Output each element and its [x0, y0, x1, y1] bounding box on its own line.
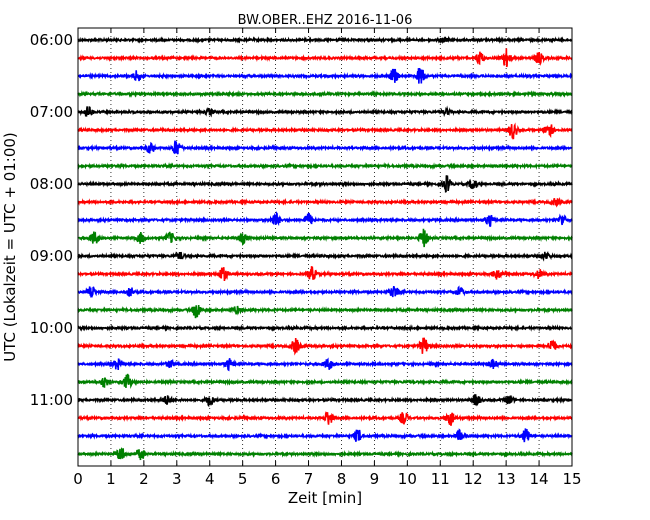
trace-line [77, 122, 573, 140]
x-tick-label: 12 [464, 470, 483, 488]
y-tick-label: 08:00 [30, 175, 73, 193]
y-tick-label: 10:00 [30, 319, 73, 337]
y-axis-label: UTC (Lokalzeit = UTC + 01:00) [1, 132, 19, 362]
x-tick-label: 9 [370, 470, 380, 488]
chart-title: BW.OBER..EHZ 2016-11-06 [238, 13, 413, 28]
x-tick-label: 2 [139, 470, 149, 488]
x-axis-label: Zeit [min] [288, 489, 362, 507]
trace-line [77, 285, 573, 299]
trace-line [77, 228, 573, 248]
trace-line [77, 428, 573, 443]
x-ticks: 0 1 2 3 4 5 6 7 8 9 10 11 12 13 14 15 [73, 28, 582, 488]
x-tick-label: 4 [205, 470, 215, 488]
trace-line [77, 105, 573, 118]
x-tick-label: 6 [271, 470, 281, 488]
trace-line [77, 161, 573, 170]
x-tick-label: 11 [431, 470, 450, 488]
trace-line [77, 211, 573, 228]
trace-line [77, 357, 573, 372]
plot-frame [77, 27, 573, 467]
y-tick-label: 07:00 [30, 103, 73, 121]
trace-line [77, 411, 573, 426]
trace-line [77, 140, 573, 155]
trace-line [77, 90, 573, 99]
x-tick-label: 3 [172, 470, 182, 488]
trace-line [77, 393, 573, 408]
x-tick-label: 13 [497, 470, 516, 488]
trace-line [77, 323, 573, 333]
x-tick-label: 5 [238, 470, 248, 488]
trace-line [77, 305, 573, 319]
traces-group [77, 35, 573, 461]
x-tick-label: 1 [106, 470, 116, 488]
trace-line [77, 35, 573, 45]
y-ticks: 06:00 07:00 08:00 09:00 10:00 11:00 [30, 31, 572, 409]
x-tick-label: 14 [530, 470, 549, 488]
x-tick-label: 15 [562, 470, 581, 488]
x-tick-label: 10 [398, 470, 417, 488]
trace-line [77, 48, 573, 68]
trace-line [77, 337, 573, 356]
y-tick-label: 06:00 [30, 31, 73, 49]
trace-line [77, 175, 573, 193]
y-tick-label: 09:00 [30, 247, 73, 265]
trace-line [77, 250, 573, 262]
x-tick-label: 7 [304, 470, 314, 488]
x-tick-label: 0 [73, 470, 83, 488]
trace-line [77, 68, 573, 84]
x-tick-label: 8 [337, 470, 347, 488]
trace-line [77, 446, 573, 461]
trace-line [77, 197, 573, 208]
trace-line [77, 373, 573, 389]
trace-line [77, 266, 573, 282]
y-tick-label: 11:00 [30, 391, 73, 409]
